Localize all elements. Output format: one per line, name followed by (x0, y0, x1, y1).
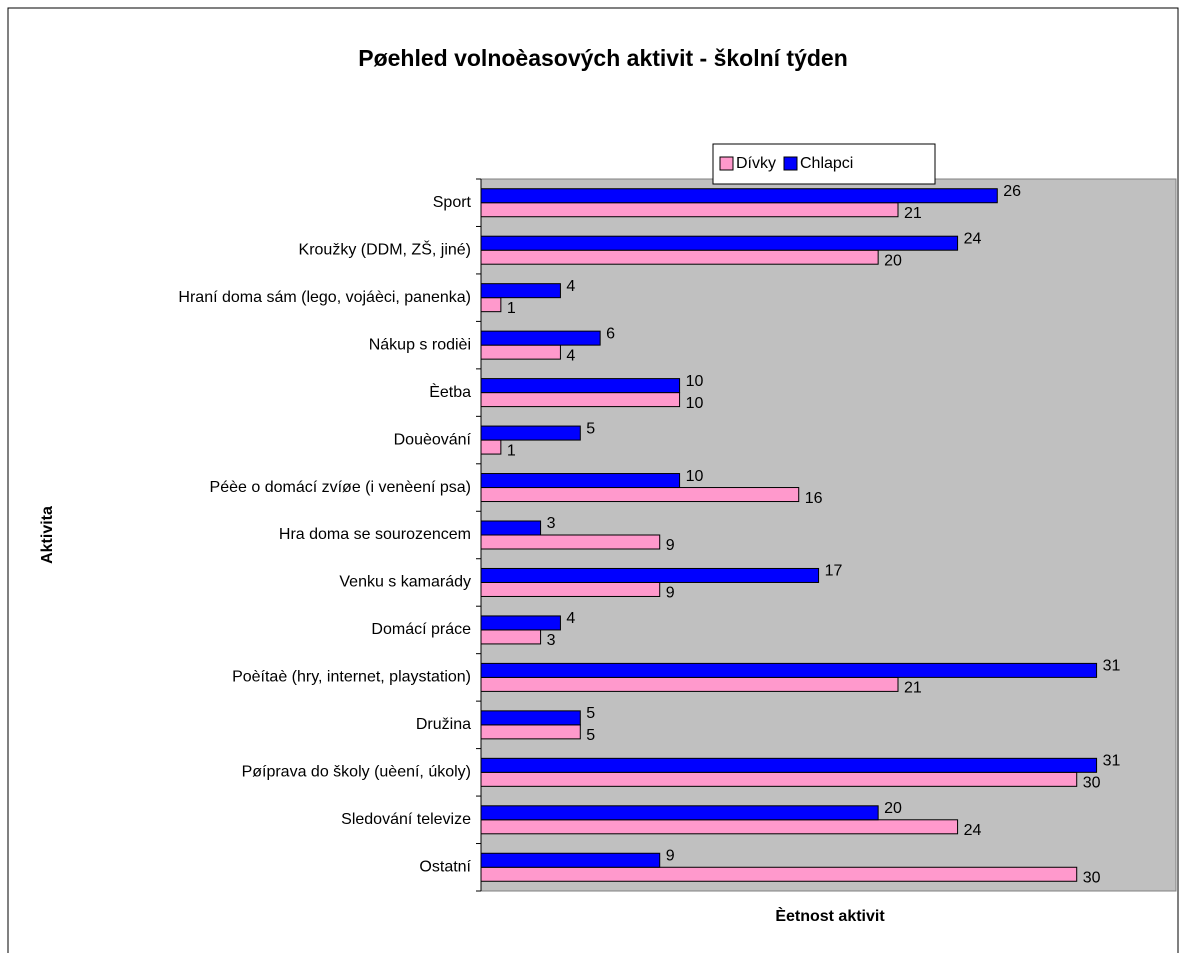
data-label: 1 (507, 442, 516, 459)
data-label: 31 (1103, 658, 1121, 675)
data-label: 4 (566, 278, 575, 295)
bar (480, 297, 502, 313)
data-label: 9 (666, 537, 675, 554)
bar (480, 676, 899, 692)
bar (480, 615, 561, 631)
y-tick-label: Hra doma se sourozencem (279, 526, 471, 543)
bar (480, 202, 899, 218)
chart-title: Pøehled volnoèasových aktivit - školní t… (358, 45, 848, 71)
data-label: 6 (606, 325, 615, 342)
bar (480, 439, 502, 455)
bar (480, 188, 998, 204)
y-tick-label: Domácí práce (371, 621, 471, 638)
y-tick-label: Družina (416, 716, 471, 733)
bar (480, 283, 561, 299)
data-label: 30 (1083, 775, 1101, 792)
data-label: 5 (586, 727, 595, 744)
data-label: 4 (566, 610, 575, 627)
data-label: 1 (507, 300, 516, 317)
bar (480, 866, 1078, 882)
y-tick-label: Sledování televize (341, 811, 471, 828)
y-axis-label: Aktivita (39, 506, 56, 564)
y-tick-label: Douèování (394, 431, 472, 448)
data-label: 20 (884, 252, 902, 269)
bar (480, 757, 1098, 773)
data-label: 10 (686, 395, 704, 412)
y-tick-label: Èetba (429, 382, 471, 401)
data-label: 5 (586, 420, 595, 437)
data-label: 9 (666, 585, 675, 602)
legend-swatch (783, 156, 798, 171)
bar (480, 520, 542, 536)
data-label: 30 (1083, 869, 1101, 886)
y-tick-label: Pøíprava do školy (uèení, úkoly) (242, 764, 471, 781)
bar (480, 534, 661, 550)
bar (480, 330, 601, 346)
y-tick-label: Nákup s rodièi (369, 336, 471, 353)
bar (480, 771, 1078, 787)
data-label: 9 (666, 847, 675, 864)
bar (480, 487, 800, 503)
bar (480, 662, 1098, 678)
bar (480, 378, 681, 394)
y-tick-label: Venku s kamarády (339, 574, 471, 591)
bar (480, 425, 581, 441)
bar (480, 249, 879, 265)
legend-swatch (719, 156, 734, 171)
y-tick-label: Kroužky (DDM, ZŠ, jiné) (299, 239, 471, 258)
data-label: 16 (805, 490, 823, 507)
y-tick-label: Péèe o domácí zvíøe (i venèení psa) (210, 479, 471, 496)
data-label: 24 (964, 822, 982, 839)
data-label: 17 (825, 563, 843, 580)
bar (480, 710, 581, 726)
data-label: 21 (904, 205, 922, 222)
bar (480, 852, 661, 868)
bar (480, 629, 542, 645)
data-label: 31 (1103, 753, 1121, 770)
legend-box (712, 143, 936, 185)
data-label: 10 (686, 373, 704, 390)
data-label: 4 (566, 347, 575, 364)
bar (480, 392, 681, 408)
bar (480, 344, 561, 360)
bar (480, 567, 820, 583)
data-label: 5 (586, 705, 595, 722)
bar (480, 805, 879, 821)
y-tick-label: Hraní doma sám (lego, vojáèci, panenka) (178, 289, 471, 306)
legend-label: Dívky (736, 155, 776, 172)
bar (480, 819, 959, 835)
data-label: 26 (1003, 183, 1021, 200)
y-tick-label: Ostatní (419, 858, 471, 875)
bar (480, 581, 661, 597)
bar (480, 724, 581, 740)
y-tick-label: Sport (433, 194, 472, 211)
data-label: 21 (904, 680, 922, 697)
data-label: 10 (686, 468, 704, 485)
data-label: 24 (964, 230, 982, 247)
data-label: 3 (547, 632, 556, 649)
x-axis-label: Èetnost aktivit (775, 906, 885, 925)
bar (480, 235, 959, 251)
bar (480, 473, 681, 489)
data-label: 20 (884, 800, 902, 817)
legend-label: Chlapci (800, 155, 853, 172)
y-tick-label: Poèítaè (hry, internet, playstation) (232, 669, 471, 686)
data-label: 3 (547, 515, 556, 532)
